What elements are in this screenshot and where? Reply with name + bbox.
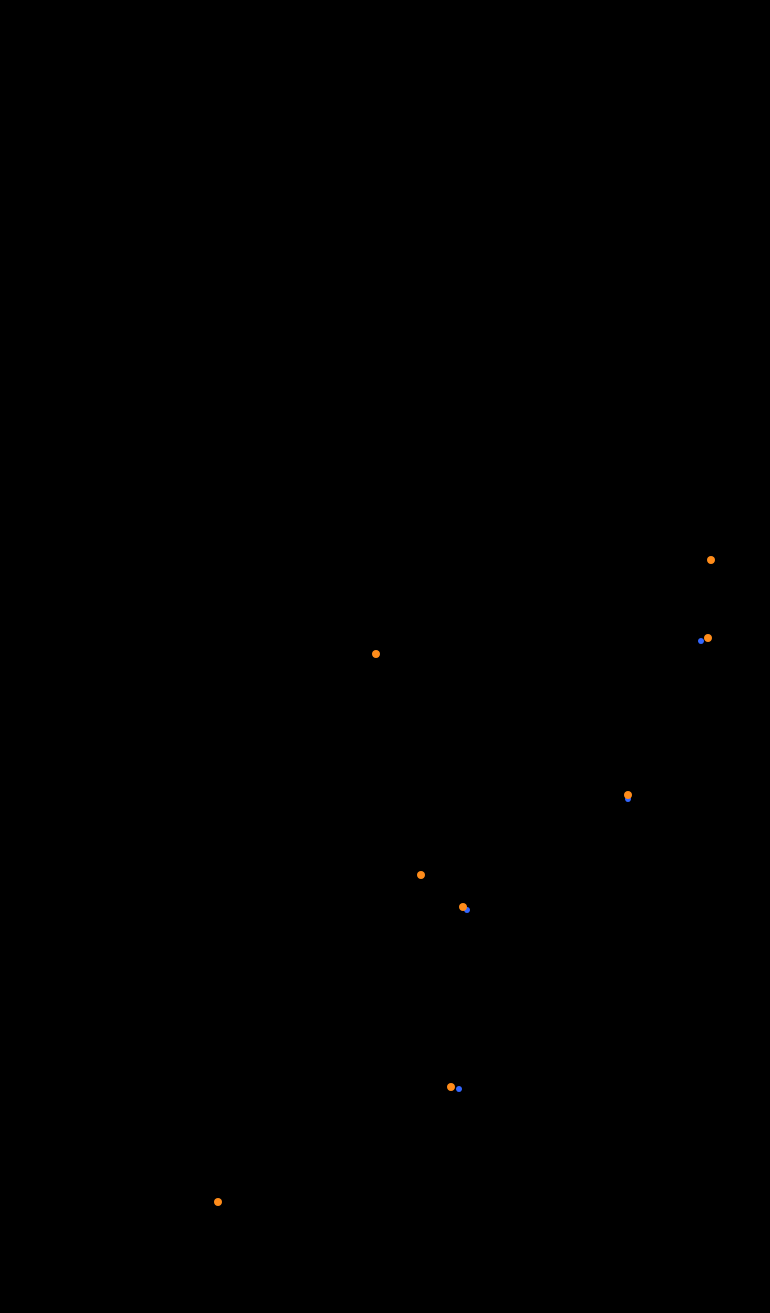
blue-points-point [456, 1086, 462, 1092]
orange-points-point [704, 634, 712, 642]
orange-points-point [214, 1198, 222, 1206]
orange-points-point [459, 903, 467, 911]
orange-points-point [707, 556, 715, 564]
scatter-chart [0, 0, 770, 1313]
orange-points-point [372, 650, 380, 658]
orange-points-point [624, 791, 632, 799]
blue-points-point [698, 638, 704, 644]
orange-points-point [447, 1083, 455, 1091]
orange-points-point [417, 871, 425, 879]
